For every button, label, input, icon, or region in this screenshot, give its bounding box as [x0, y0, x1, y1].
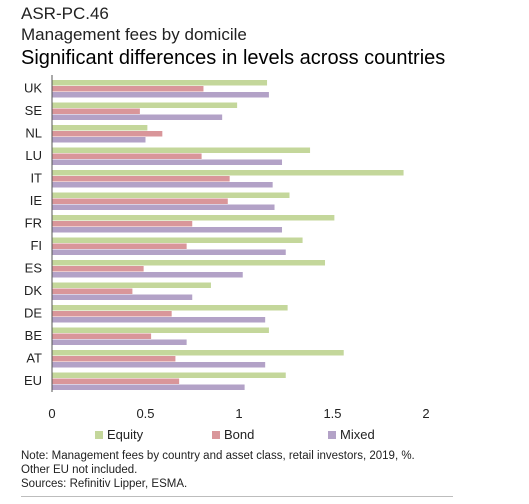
bar-equity	[52, 125, 148, 131]
chart-subtitle: Management fees by domicile	[21, 25, 247, 44]
bar-bond	[52, 378, 180, 384]
bar-equity	[52, 305, 288, 311]
sources-text: Sources: Refinitiv Lipper, ESMA.	[21, 478, 188, 490]
bar-mixed	[52, 317, 266, 323]
category-label: IE	[30, 193, 43, 208]
bar-bond	[52, 176, 230, 182]
bar-mixed	[52, 272, 243, 278]
category-label: DE	[24, 306, 42, 321]
x-tick-label: 1	[235, 406, 242, 421]
bar-equity	[52, 170, 404, 176]
bar-bond	[52, 333, 152, 339]
x-tick-label: 1.5	[323, 406, 341, 421]
bar-bond	[52, 311, 172, 317]
bar-bond	[52, 221, 193, 227]
bar-bond	[52, 153, 202, 159]
bar-mixed	[52, 362, 266, 368]
legend-label-equity: Equity	[107, 427, 144, 442]
category-label: AT	[26, 351, 42, 366]
category-label: ES	[25, 261, 43, 276]
category-label: IT	[30, 171, 42, 186]
bar-equity	[52, 147, 311, 153]
category-label: UK	[24, 81, 42, 96]
bar-bond	[52, 198, 228, 204]
bar-equity	[52, 102, 238, 108]
bar-chart: UK SE NL LU IT IE FR FI ES DK DE BE AT EU 0 0.5 1 1.5 2 Equ…	[24, 75, 430, 442]
category-label: SE	[25, 103, 43, 118]
bar-equity	[52, 192, 290, 198]
bar-equity	[52, 282, 211, 288]
bar-mixed	[52, 249, 286, 255]
category-label: FR	[25, 216, 42, 231]
bar-bond	[52, 356, 176, 362]
bar-mixed	[52, 92, 269, 98]
legend-swatch-equity	[95, 431, 103, 439]
bar-bond	[52, 86, 204, 92]
bar-equity	[52, 372, 286, 378]
x-tick-label: 0	[48, 406, 55, 421]
bar-mixed	[52, 339, 187, 345]
note-text: Note: Management fees by country and ass…	[21, 450, 415, 462]
category-label: NL	[25, 126, 42, 141]
bar-equity	[52, 215, 335, 221]
chart-notes: Note: Management fees by country and ass…	[21, 449, 415, 491]
bar-mixed	[52, 159, 283, 165]
bar-bond	[52, 288, 133, 294]
bar-bond	[52, 131, 163, 137]
legend-swatch-bond	[212, 431, 220, 439]
bar-mixed	[52, 114, 223, 120]
bar-mixed	[52, 227, 283, 233]
bottom-divider	[21, 496, 453, 497]
bar-equity	[52, 350, 344, 356]
category-label: FI	[30, 238, 42, 253]
bar-mixed	[52, 137, 146, 143]
category-label: BE	[25, 328, 43, 343]
category-label: EU	[24, 373, 42, 388]
chart-code: ASR-PC.46	[21, 4, 109, 23]
bar-equity	[52, 237, 303, 243]
bar-equity	[52, 327, 269, 333]
note-text-2: Other EU not included.	[21, 464, 138, 476]
category-label: LU	[25, 148, 42, 163]
bar-equity	[52, 260, 326, 266]
legend-label-bond: Bond	[224, 427, 254, 442]
bar-bond	[52, 108, 140, 114]
bar-mixed	[52, 294, 193, 300]
bar-equity	[52, 80, 268, 86]
bar-mixed	[52, 182, 273, 188]
x-tick-label: 0.5	[136, 406, 154, 421]
chart-headline: Significant differences in levels across…	[21, 47, 446, 69]
bar-mixed	[52, 384, 245, 390]
legend-swatch-mixed	[328, 431, 336, 439]
x-tick-label: 2	[422, 406, 429, 421]
bar-bond	[52, 266, 144, 272]
bar-mixed	[52, 204, 275, 210]
legend-label-mixed: Mixed	[340, 427, 375, 442]
category-label: DK	[24, 283, 42, 298]
bar-bond	[52, 243, 187, 249]
